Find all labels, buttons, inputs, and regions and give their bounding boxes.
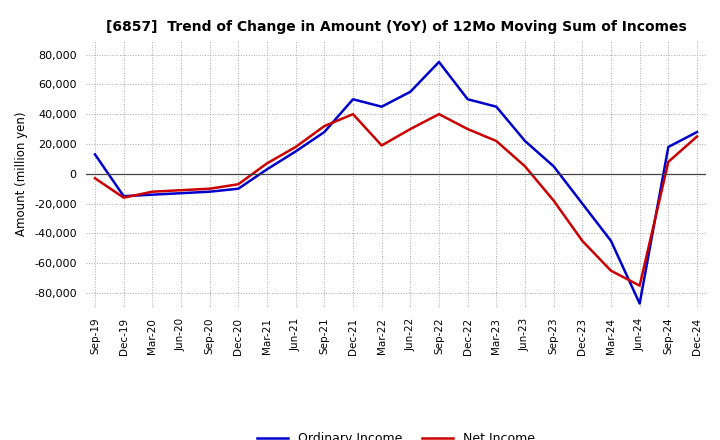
Ordinary Income <box>492 104 500 109</box>
Ordinary Income <box>607 238 616 244</box>
Legend: Ordinary Income, Net Income: Ordinary Income, Net Income <box>252 427 540 440</box>
Ordinary Income <box>664 144 672 150</box>
Net Income <box>607 268 616 273</box>
Ordinary Income <box>406 89 415 95</box>
Ordinary Income <box>234 186 243 191</box>
Ordinary Income <box>176 191 185 196</box>
Net Income <box>406 126 415 132</box>
Ordinary Income <box>348 97 357 102</box>
Net Income <box>292 144 300 150</box>
Net Income <box>377 143 386 148</box>
Net Income <box>578 238 587 244</box>
Net Income <box>464 126 472 132</box>
Ordinary Income <box>549 164 558 169</box>
Ordinary Income <box>578 201 587 206</box>
Ordinary Income <box>435 59 444 65</box>
Ordinary Income <box>693 129 701 135</box>
Net Income <box>263 161 271 166</box>
Net Income <box>205 186 214 191</box>
Net Income <box>549 198 558 203</box>
Ordinary Income <box>464 97 472 102</box>
Line: Net Income: Net Income <box>95 114 697 286</box>
Ordinary Income <box>263 167 271 172</box>
Net Income <box>492 138 500 143</box>
Net Income <box>234 182 243 187</box>
Ordinary Income <box>148 192 157 197</box>
Net Income <box>148 189 157 194</box>
Ordinary Income <box>320 129 328 135</box>
Net Income <box>521 164 529 169</box>
Net Income <box>320 124 328 129</box>
Y-axis label: Amount (million yen): Amount (million yen) <box>16 112 29 236</box>
Title: [6857]  Trend of Change in Amount (YoY) of 12Mo Moving Sum of Incomes: [6857] Trend of Change in Amount (YoY) o… <box>106 20 686 34</box>
Net Income <box>435 111 444 117</box>
Ordinary Income <box>521 138 529 143</box>
Ordinary Income <box>377 104 386 109</box>
Net Income <box>693 134 701 139</box>
Ordinary Income <box>635 301 644 306</box>
Net Income <box>91 176 99 181</box>
Ordinary Income <box>91 152 99 157</box>
Ordinary Income <box>120 194 128 199</box>
Net Income <box>120 195 128 200</box>
Ordinary Income <box>205 189 214 194</box>
Line: Ordinary Income: Ordinary Income <box>95 62 697 304</box>
Net Income <box>348 111 357 117</box>
Net Income <box>664 159 672 165</box>
Ordinary Income <box>292 149 300 154</box>
Net Income <box>635 283 644 288</box>
Net Income <box>176 187 185 193</box>
